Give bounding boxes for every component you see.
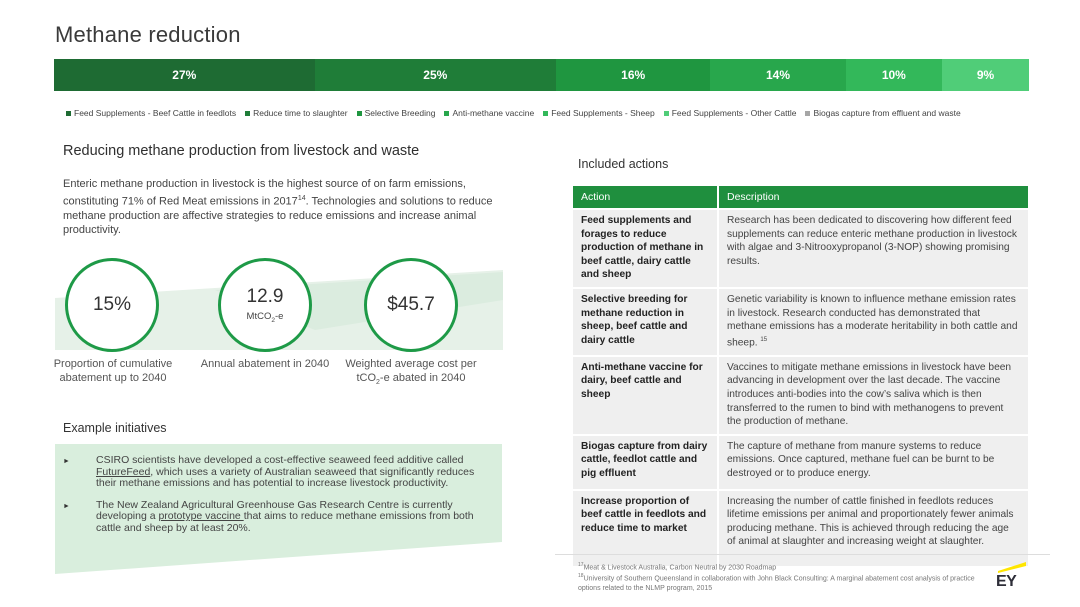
metric-value: $45.7 (387, 294, 435, 315)
bar-segment: 10% (845, 59, 943, 91)
table-row: Biogas capture from dairy cattle, feedlo… (573, 433, 1028, 490)
bar-segment: 16% (555, 59, 711, 91)
table-row: Selective breeding for methane reduction… (573, 286, 1028, 356)
ey-logo-icon: EY (996, 562, 1028, 592)
legend-swatch-icon (356, 110, 362, 116)
legend-label: Feed Supplements - Sheep (551, 108, 655, 118)
footnote: 17Meat & Livestock Australia, Carbon Neu… (578, 562, 777, 572)
legend-item: Anti-methane vaccine (444, 108, 534, 118)
metric-value: 15% (92, 294, 132, 315)
metric-unit: MtCO2-e (246, 311, 284, 324)
futurefeed-link[interactable]: FutureFeed (96, 465, 151, 478)
table-header-row: Action Description (573, 186, 1028, 209)
abatement-share-bar: 27% 25% 16% 14% 10% 9% (54, 59, 1029, 91)
initiatives-background (55, 444, 502, 574)
intro-paragraph: Enteric methane production in livestock … (63, 178, 493, 237)
legend-swatch-icon (663, 110, 669, 116)
legend-swatch-icon (245, 110, 251, 116)
description-cell: Genetic variability is known to influenc… (718, 286, 1028, 356)
action-cell: Biogas capture from dairy cattle, feedlo… (573, 433, 719, 490)
description-cell: Vaccines to mitigate methane emissions i… (718, 354, 1028, 435)
metric-value: 12.9 (246, 286, 284, 308)
table-row: Increase proportion of beef cattle in fe… (573, 488, 1028, 566)
action-cell: Increase proportion of beef cattle in fe… (573, 488, 719, 566)
column-header-action: Action (573, 186, 719, 209)
action-cell: Anti-methane vaccine for dairy, beef cat… (573, 354, 719, 435)
legend-label: Reduce time to slaughter (253, 108, 348, 118)
bar-segment: 27% (54, 59, 315, 91)
description-cell: The capture of methane from manure syste… (718, 433, 1028, 490)
table-row: Feed supplements and forages to reduce p… (573, 208, 1028, 288)
list-item: ► The New Zealand Agricultural Greenhous… (63, 498, 474, 534)
legend-item: Feed Supplements - Sheep (543, 108, 655, 118)
ey-accent-beam (998, 562, 1026, 573)
action-cell: Feed supplements and forages to reduce p… (573, 208, 719, 288)
footer-divider (555, 554, 1050, 555)
footnotes: 17Meat & Livestock Australia, Carbon Neu… (578, 561, 978, 593)
action-cell: Selective breeding for methane reduction… (573, 286, 719, 356)
triangle-bullet-icon: ► (63, 502, 70, 510)
column-header-description: Description (718, 186, 1028, 209)
legend-swatch-icon (66, 110, 71, 116)
legend-label: Feed Supplements - Other Cattle (671, 108, 797, 118)
actions-table: Action Description Feed supplements and … (573, 186, 1028, 566)
legend-label: Selective Breeding (364, 108, 436, 118)
table-row: Anti-methane vaccine for dairy, beef cat… (573, 354, 1028, 435)
prototype-vaccine-link[interactable]: prototype vaccine (158, 510, 244, 522)
metric-caption: Annual abatement in 2040 (200, 358, 330, 370)
legend-label: Anti-methane vaccine (452, 108, 535, 118)
legend-swatch-icon (805, 110, 811, 116)
bar-segment: 9% (942, 59, 1029, 91)
legend-label: Feed Supplements - Beef Cattle in feedlo… (74, 108, 237, 118)
triangle-bullet-icon: ► (63, 458, 70, 465)
legend-item: Biogas capture from effluent and waste (805, 108, 961, 118)
bar-segment: 25% (314, 59, 556, 91)
legend-item: Feed Supplements - Other Cattle (663, 108, 797, 118)
legend-item: Reduce time to slaughter (245, 108, 348, 118)
list-item: ► CSIRO scientists have developed a cost… (63, 454, 475, 489)
bar-segment: 14% (710, 59, 846, 91)
legend-item: Selective Breeding (356, 108, 436, 118)
footnote: 18University of Southern Queensland in c… (578, 573, 975, 592)
bar-legend: Feed Supplements - Beef Cattle in feedlo… (66, 108, 961, 118)
metric-circle-cost: $45.7 (364, 258, 458, 352)
metric-caption: Proportion of cumulative abatement up to… (53, 358, 173, 384)
included-actions-heading: Included actions (578, 157, 669, 171)
page-title: Methane reduction (55, 22, 241, 47)
legend-swatch-icon (543, 110, 549, 116)
description-cell: Increasing the number of cattle finished… (718, 488, 1028, 566)
legend-label: Biogas capture from effluent and waste (813, 108, 961, 118)
legend-item: Feed Supplements - Beef Cattle in feedlo… (66, 108, 236, 118)
legend-swatch-icon (444, 110, 450, 116)
metric-circle-abatement: 12.9 MtCO2-e (218, 258, 312, 352)
initiatives-list: ► CSIRO scientists have developed a cost… (63, 454, 493, 544)
metric-circle-share: 15% (65, 258, 159, 352)
section-heading: Reducing methane production from livesto… (63, 143, 420, 159)
metric-caption: Weighted average cost per tCO2-e abated … (345, 358, 477, 387)
ey-logo-text: EY (996, 573, 1017, 590)
initiatives-heading: Example initiatives (63, 421, 167, 435)
description-cell: Research has been dedicated to discoveri… (718, 208, 1028, 288)
